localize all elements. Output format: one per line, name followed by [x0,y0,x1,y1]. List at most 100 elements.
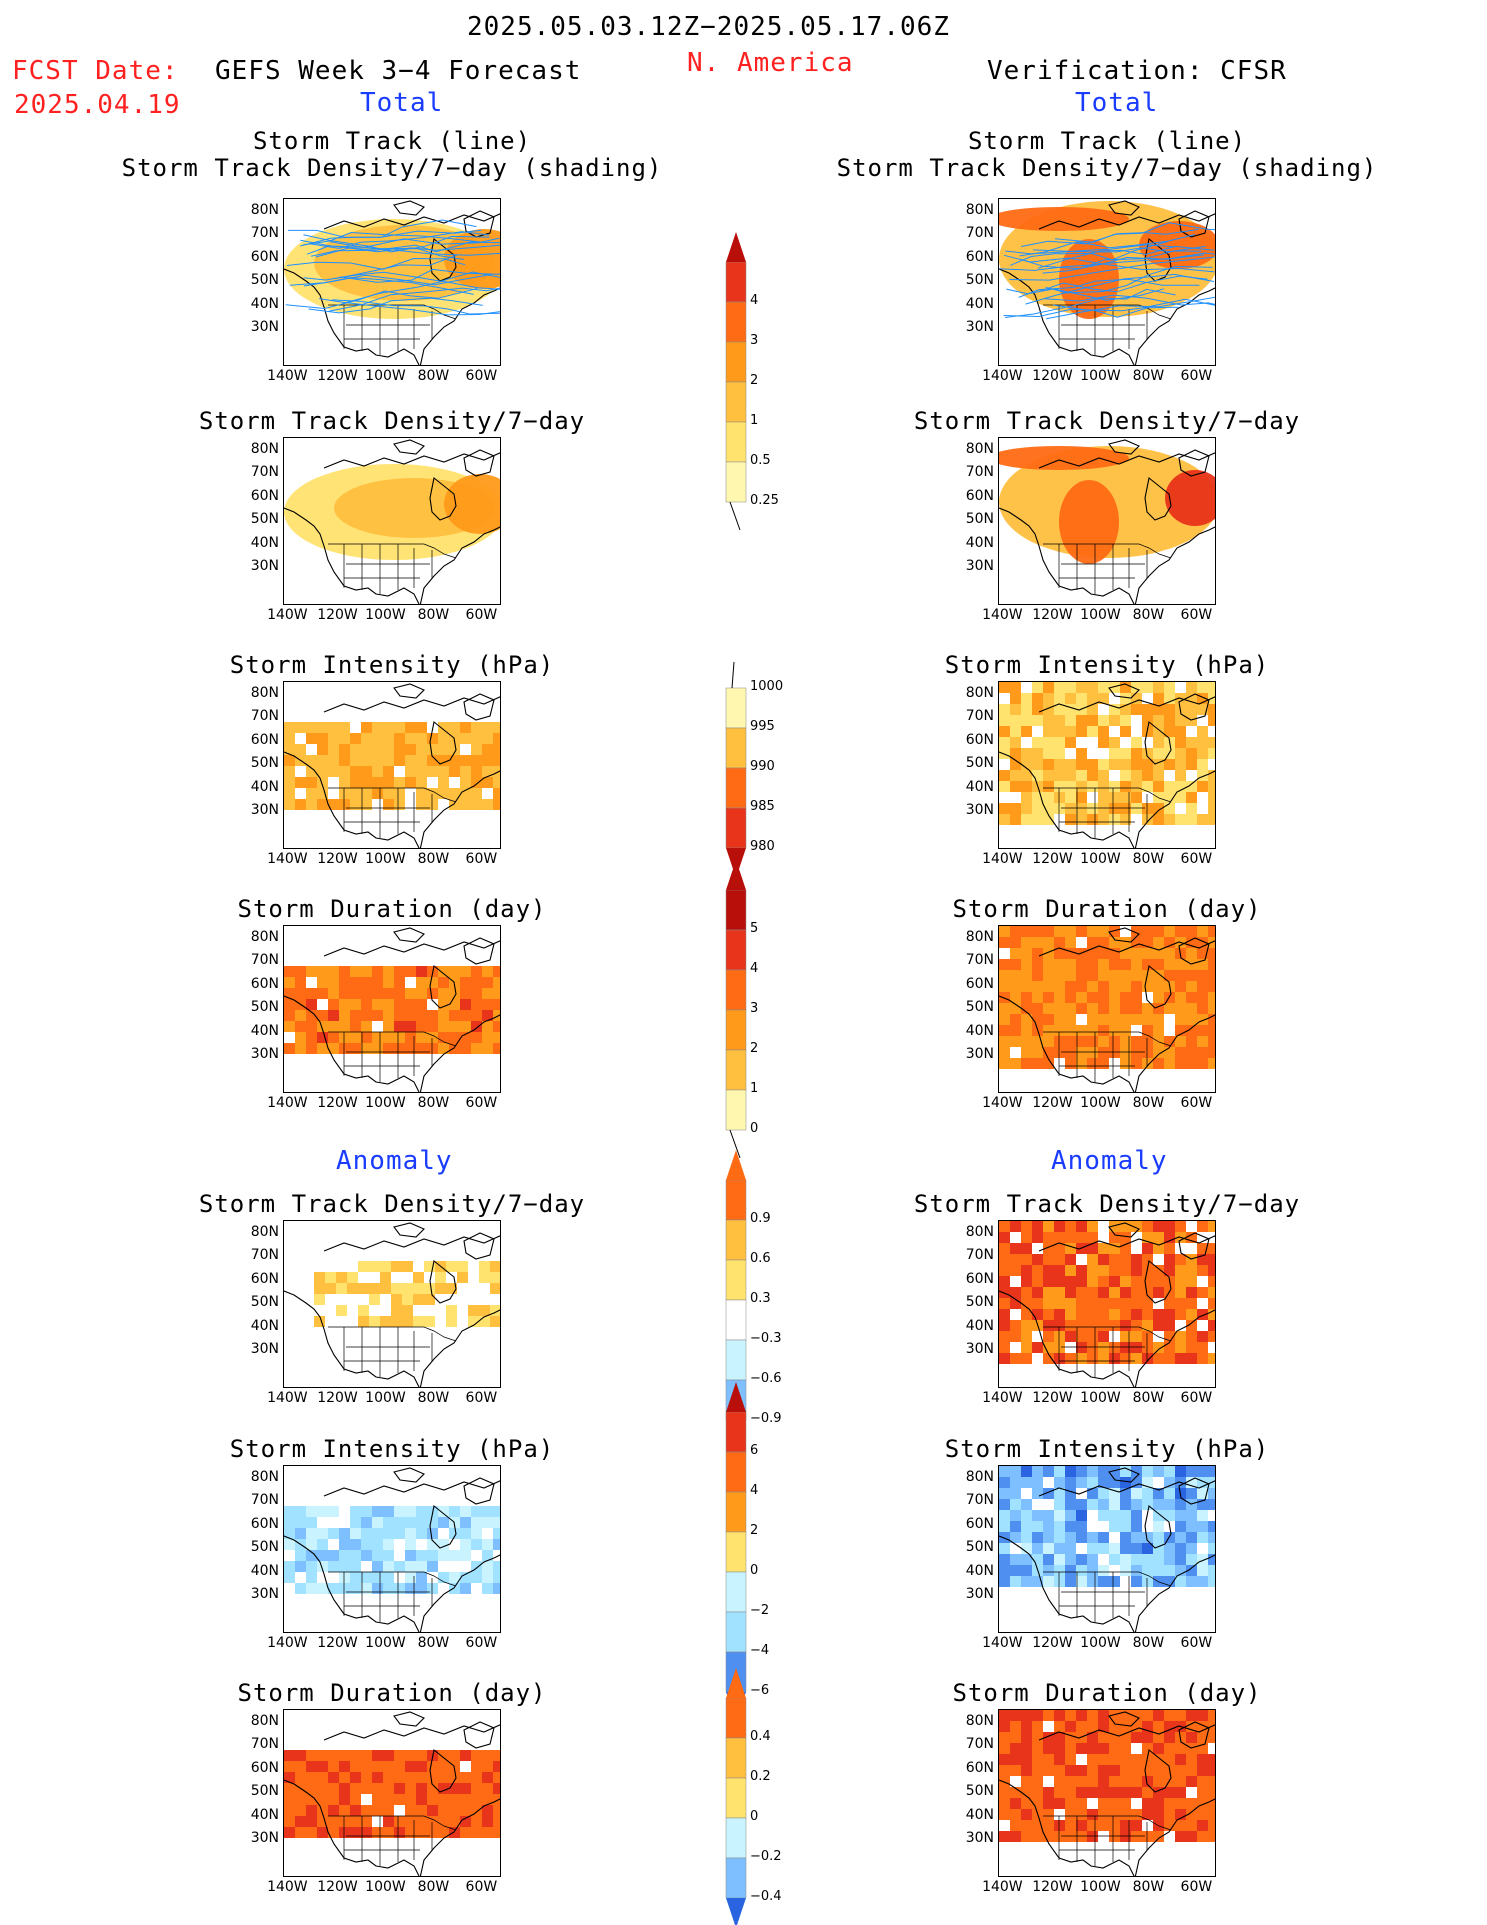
shade-cell [372,1561,383,1572]
shade-cell [1109,1721,1120,1732]
shade-cell [1208,1543,1215,1554]
shade-cell [284,1827,295,1838]
lat-tick-label: 40N [250,534,279,551]
shade-cell [1153,1732,1164,1743]
storm-track-line [1019,234,1196,257]
shade-cell [1032,1309,1043,1320]
shade-cell [1120,1820,1131,1831]
shade-cell [493,1572,500,1583]
panel-title: Storm Track (line) [967,127,1247,155]
colorbar-segment [725,1491,747,1533]
shade-cell [1109,715,1120,726]
shade-cell [1032,1765,1043,1776]
shade-cell [1109,1221,1120,1232]
shade-cell [1065,1003,1076,1014]
shade-cell [1142,803,1153,814]
shade-cell [1021,1320,1032,1331]
shade-cell [493,988,500,999]
shade-cell [1010,1798,1021,1809]
shade-cell [1197,1510,1208,1521]
shade-cell [1208,770,1215,781]
shade-cell [405,1043,416,1054]
lat-tick-label: 70N [965,952,994,969]
shade-cell [1054,759,1065,770]
shade-cell [361,999,372,1010]
shade-cell [383,988,394,999]
shade-cell [1109,948,1120,959]
shade-cell [350,755,361,766]
shade-cell [1186,1831,1197,1842]
shade-cell [1021,1036,1032,1047]
shade-cell [1076,1765,1087,1776]
shade-cell [1010,1320,1021,1331]
shade-cell [317,966,328,977]
shade-cell [1076,1047,1087,1058]
shade-cell [1098,1353,1109,1364]
shade-cell [1109,1320,1120,1331]
lon-tick-label: 120W [317,1095,358,1111]
arctic-coast [323,1724,500,1741]
shade-cell [339,1750,350,1761]
shade-cell [1010,704,1021,715]
shade-cell [405,1583,416,1594]
shade-cell [1032,759,1043,770]
shade-cell [350,777,361,788]
shade-cell [1208,1036,1215,1047]
shade-cell [1142,682,1153,693]
shade-cell [1010,959,1021,970]
shade-cell [1065,759,1076,770]
shade-cell [1109,1831,1120,1842]
lon-tick-label: 60W [465,368,498,384]
shade-blob [999,446,1129,470]
shade-cell [1208,803,1215,814]
shade-cell [1131,1320,1142,1331]
shade-cell [402,1283,413,1294]
shade-cell [482,1517,493,1528]
storm-track-line [1044,294,1215,306]
shade-cell [1120,1809,1131,1820]
shade-cell [1208,781,1215,792]
shade-cell [1043,1754,1054,1765]
shade-cell [317,1506,328,1517]
lat-tick-label: 50N [250,755,279,772]
shade-cell [1120,1014,1131,1025]
lon-tick-label: 80W [1132,851,1165,867]
shade-cell [1021,1298,1032,1309]
shade-cell [1043,1276,1054,1287]
lat-tick-label: 70N [250,464,279,481]
shade-cell [1098,1243,1109,1254]
shade-cell [471,999,482,1010]
shade-cell [1153,1047,1164,1058]
shade-cell [1186,1820,1197,1831]
hudson-bay [429,477,457,521]
shade-cell [295,1528,306,1539]
shade-cell [1197,682,1208,693]
storm-track-line [1046,296,1215,320]
shade-cell [1076,959,1087,970]
west-coast [284,1290,420,1387]
coastline [999,1222,1215,1387]
shade-cell [325,1283,336,1294]
shade-cell [1208,926,1215,937]
storm-track-line [1003,254,1215,273]
shade-cell [1032,959,1043,970]
shade-cell [416,1043,427,1054]
lat-tick-label: 60N [250,1515,279,1532]
shade-cell [471,1506,482,1517]
shade-cell [1043,1521,1054,1532]
coastline [284,927,500,1092]
shade-cell [1065,1243,1076,1254]
shade-cell [361,1528,372,1539]
shade-cell [1076,981,1087,992]
shade-cell [361,1550,372,1561]
shade-cell [1153,1353,1164,1364]
shade-cell [317,1805,328,1816]
shade-cell [372,1528,383,1539]
shade-cell [317,777,328,788]
shade-cell [1120,1831,1131,1842]
shade-cell [1186,693,1197,704]
shade-cell [1164,1254,1175,1265]
shade-cell [1208,1831,1215,1842]
shade-cell [1164,1732,1175,1743]
shade-cell [306,1550,317,1561]
